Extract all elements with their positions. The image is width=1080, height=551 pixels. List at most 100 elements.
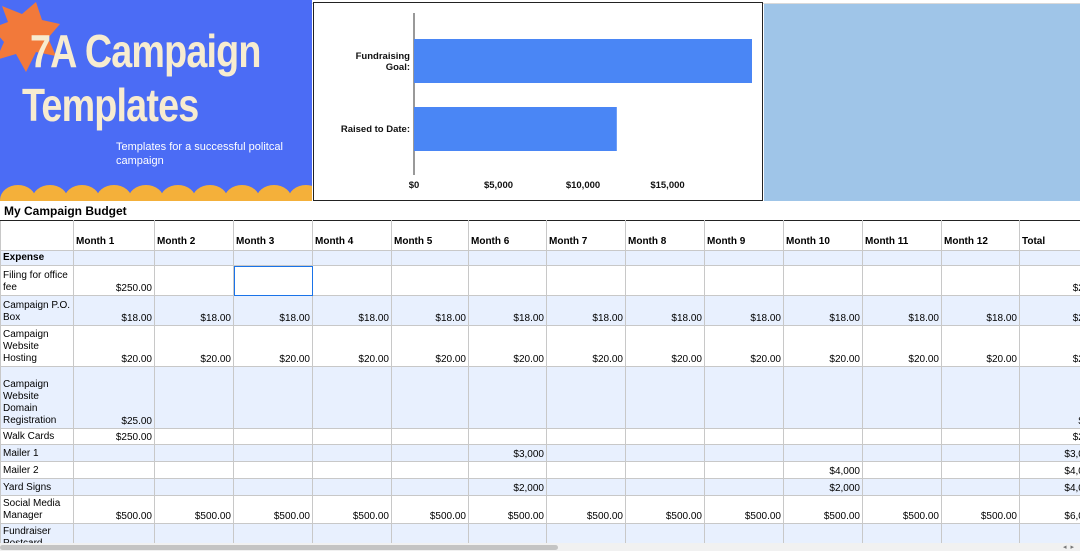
- table-cell[interactable]: $25.00: [73, 366, 155, 429]
- table-cell[interactable]: [941, 444, 1020, 462]
- table-cell[interactable]: [468, 250, 547, 266]
- table-cell[interactable]: $250: [1019, 428, 1080, 445]
- row-label[interactable]: Campaign Website Hosting: [0, 325, 74, 367]
- table-cell[interactable]: [233, 250, 313, 266]
- table-cell[interactable]: [704, 444, 784, 462]
- table-cell[interactable]: $500.00: [862, 495, 942, 524]
- table-cell[interactable]: [312, 428, 392, 445]
- selected-cell[interactable]: [233, 265, 313, 296]
- table-cell[interactable]: $18.00: [546, 295, 626, 326]
- table-cell[interactable]: $20.00: [862, 325, 942, 367]
- header-cell[interactable]: Month 2: [154, 220, 234, 251]
- table-cell[interactable]: $20.00: [704, 325, 784, 367]
- header-cell[interactable]: Month 9: [704, 220, 784, 251]
- table-cell[interactable]: $2,000: [468, 478, 547, 496]
- table-cell[interactable]: [154, 250, 234, 266]
- table-cell[interactable]: [704, 250, 784, 266]
- table-cell[interactable]: [391, 428, 469, 445]
- table-cell[interactable]: [546, 265, 626, 296]
- table-cell[interactable]: [862, 478, 942, 496]
- table-cell[interactable]: [546, 428, 626, 445]
- header-cell[interactable]: Month 1: [73, 220, 155, 251]
- table-cell[interactable]: [154, 478, 234, 496]
- table-cell[interactable]: $20.00: [941, 325, 1020, 367]
- table-cell[interactable]: $250.00: [73, 265, 155, 296]
- table-cell[interactable]: [862, 250, 942, 266]
- table-cell[interactable]: [941, 366, 1020, 429]
- table-cell[interactable]: $4,000: [783, 461, 863, 479]
- row-label[interactable]: Walk Cards: [0, 428, 74, 445]
- table-cell[interactable]: [233, 366, 313, 429]
- header-cell[interactable]: Total: [1019, 220, 1080, 251]
- table-cell[interactable]: [704, 478, 784, 496]
- table-cell[interactable]: $500.00: [625, 495, 705, 524]
- fundraising-chart[interactable]: Fundraising Goal: Raised to Date: $0 $5,000 $…: [313, 2, 763, 201]
- table-cell[interactable]: [391, 366, 469, 429]
- table-cell[interactable]: $18.00: [704, 295, 784, 326]
- table-cell[interactable]: [941, 478, 1020, 496]
- table-cell[interactable]: [468, 428, 547, 445]
- table-cell[interactable]: [233, 461, 313, 479]
- table-cell[interactable]: $20.00: [391, 325, 469, 367]
- table-cell[interactable]: $18.00: [312, 295, 392, 326]
- table-cell[interactable]: [468, 366, 547, 429]
- table-cell[interactable]: $4,000: [1019, 478, 1080, 496]
- table-cell[interactable]: [154, 428, 234, 445]
- table-cell[interactable]: [154, 265, 234, 296]
- table-cell[interactable]: [154, 444, 234, 462]
- table-cell[interactable]: $20.00: [546, 325, 626, 367]
- table-cell[interactable]: [233, 478, 313, 496]
- table-cell[interactable]: [312, 366, 392, 429]
- table-cell[interactable]: $20.00: [468, 325, 547, 367]
- table-cell[interactable]: $18.00: [391, 295, 469, 326]
- table-cell[interactable]: [312, 250, 392, 266]
- table-cell[interactable]: $500.00: [391, 495, 469, 524]
- table-cell[interactable]: $20.00: [233, 325, 313, 367]
- table-cell[interactable]: $216: [1019, 295, 1080, 326]
- table-cell[interactable]: [862, 265, 942, 296]
- row-label[interactable]: Campaign Website Domain Registration: [0, 366, 74, 429]
- header-cell-blank[interactable]: [0, 220, 74, 251]
- table-cell[interactable]: [73, 478, 155, 496]
- table-cell[interactable]: [312, 265, 392, 296]
- header-cell[interactable]: Month 4: [312, 220, 392, 251]
- table-cell[interactable]: [862, 461, 942, 479]
- table-cell[interactable]: $250: [1019, 265, 1080, 296]
- table-cell[interactable]: $4,000: [1019, 461, 1080, 479]
- table-cell[interactable]: $240: [1019, 325, 1080, 367]
- scrollbar-thumb[interactable]: [0, 545, 558, 550]
- header-cell[interactable]: Month 8: [625, 220, 705, 251]
- table-cell[interactable]: [704, 265, 784, 296]
- table-cell[interactable]: $6,000: [1019, 495, 1080, 524]
- header-cell[interactable]: Month 5: [391, 220, 469, 251]
- row-label[interactable]: Filing for office fee: [0, 265, 74, 296]
- table-cell[interactable]: $20.00: [73, 325, 155, 367]
- table-cell[interactable]: [941, 265, 1020, 296]
- table-cell[interactable]: $500.00: [233, 495, 313, 524]
- table-cell[interactable]: [391, 250, 469, 266]
- table-cell[interactable]: [625, 461, 705, 479]
- table-cell[interactable]: [546, 366, 626, 429]
- header-cell[interactable]: Month 3: [233, 220, 313, 251]
- table-cell[interactable]: $3,000: [1019, 444, 1080, 462]
- table-cell[interactable]: [312, 444, 392, 462]
- table-cell[interactable]: $18.00: [233, 295, 313, 326]
- table-cell[interactable]: [704, 461, 784, 479]
- table-cell[interactable]: [546, 478, 626, 496]
- table-cell[interactable]: $3,000: [468, 444, 547, 462]
- table-cell[interactable]: [783, 366, 863, 429]
- bar-1[interactable]: [414, 107, 617, 151]
- table-cell[interactable]: $18.00: [154, 295, 234, 326]
- table-cell[interactable]: [73, 461, 155, 479]
- table-cell[interactable]: $500.00: [73, 495, 155, 524]
- table-cell[interactable]: [312, 461, 392, 479]
- table-cell[interactable]: [468, 265, 547, 296]
- header-cell[interactable]: Month 12: [941, 220, 1020, 251]
- table-cell[interactable]: [941, 250, 1020, 266]
- table-cell[interactable]: $18.00: [73, 295, 155, 326]
- table-cell[interactable]: $18.00: [941, 295, 1020, 326]
- table-cell[interactable]: $18.00: [625, 295, 705, 326]
- row-label[interactable]: Expense: [0, 250, 74, 266]
- table-cell[interactable]: [625, 250, 705, 266]
- table-cell[interactable]: [391, 461, 469, 479]
